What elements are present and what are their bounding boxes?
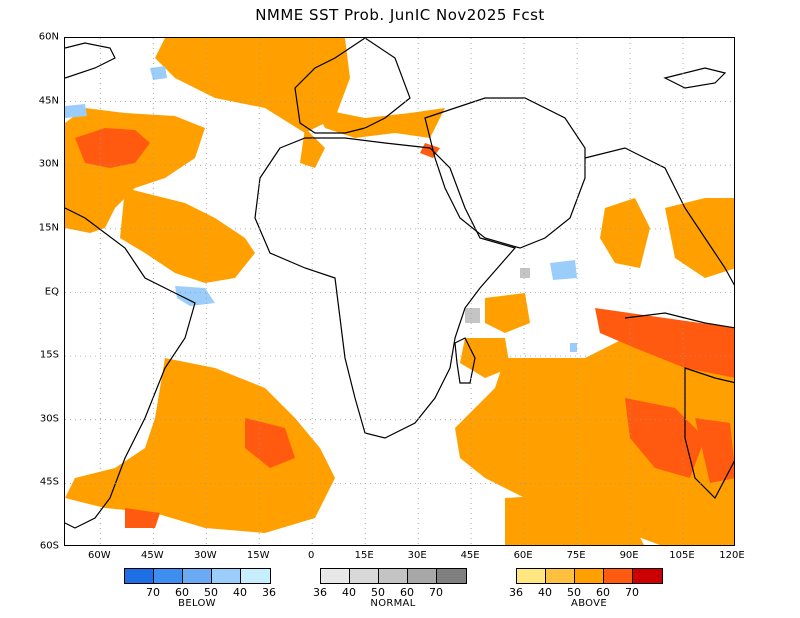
map-plot-area xyxy=(64,37,735,546)
lon-label: 120E xyxy=(719,550,745,561)
lat-label: 15S xyxy=(39,349,59,361)
legend-tick: 50 xyxy=(204,586,218,599)
lat-label: 30N xyxy=(38,158,59,170)
legend-title-below: BELOW xyxy=(178,598,216,609)
legend-title-normal: NORMAL xyxy=(370,598,416,609)
lon-label: 0 xyxy=(308,550,315,561)
lon-label: 75E xyxy=(566,550,586,561)
legend-below-bar xyxy=(124,568,271,584)
legend-tick: 36 xyxy=(262,586,276,599)
lon-label: 15W xyxy=(246,550,270,561)
legend-below: 70 60 50 40 36 BELOW xyxy=(124,568,276,609)
lat-label: 45N xyxy=(38,95,59,107)
lat-label: 45S xyxy=(39,476,59,488)
legend-tick: 70 xyxy=(625,586,639,599)
lon-label: 105E xyxy=(669,550,695,561)
legend-tick: 36 xyxy=(313,586,327,599)
legend-tick: 60 xyxy=(596,586,610,599)
legend-swatch xyxy=(212,569,241,583)
legend-above: 36 40 50 60 70 ABOVE xyxy=(509,568,663,609)
lon-label: 60W xyxy=(87,550,111,561)
legend-swatch xyxy=(517,569,546,583)
gridlines xyxy=(65,38,734,545)
legend-tick: 60 xyxy=(400,586,414,599)
lon-label: 90E xyxy=(619,550,639,561)
lat-label: 30S xyxy=(39,413,59,425)
legend-tick: 70 xyxy=(429,586,443,599)
legend-tick: 50 xyxy=(371,586,385,599)
lat-label: 15N xyxy=(38,222,59,234)
coastlines xyxy=(65,38,734,529)
lon-label: 45W xyxy=(140,550,164,561)
legend-swatch xyxy=(546,569,575,583)
legend-swatch xyxy=(575,569,604,583)
legend-tick: 50 xyxy=(567,586,581,599)
lon-label: 15E xyxy=(354,550,374,561)
legend-normal-bar xyxy=(320,568,467,584)
legend-above-bar xyxy=(516,568,663,584)
legend-swatch xyxy=(321,569,350,583)
legend-tick: 36 xyxy=(509,586,523,599)
lat-label: 60S xyxy=(39,540,59,552)
normal-shading xyxy=(465,268,530,323)
map-title: NMME SST Prob. JunIC Nov2025 Fcst xyxy=(255,6,545,24)
lon-label: 45E xyxy=(460,550,480,561)
lon-label: 60E xyxy=(513,550,533,561)
below-normal-shading xyxy=(65,66,577,352)
legend-tick: 60 xyxy=(175,586,189,599)
legend-swatch xyxy=(183,569,212,583)
legend-tick: 40 xyxy=(538,586,552,599)
legend-swatch xyxy=(379,569,408,583)
legend-swatch xyxy=(154,569,183,583)
lon-label: 30W xyxy=(193,550,217,561)
lat-label: 60N xyxy=(38,31,59,43)
legend-swatch xyxy=(241,569,270,583)
legend-swatch xyxy=(437,569,466,583)
lon-label: 30E xyxy=(407,550,427,561)
legend-swatch xyxy=(408,569,437,583)
lat-label: EQ xyxy=(44,286,59,297)
legend-tick: 40 xyxy=(342,586,356,599)
legend-swatch xyxy=(604,569,633,583)
legend-normal: 36 40 50 60 70 NORMAL xyxy=(313,568,467,609)
legend-swatch xyxy=(633,569,662,583)
legend-tick: 40 xyxy=(233,586,247,599)
map-svg xyxy=(65,38,734,545)
legend-tick: 70 xyxy=(146,586,160,599)
legend-swatch xyxy=(350,569,379,583)
legend-swatch xyxy=(125,569,154,583)
legend-title-above: ABOVE xyxy=(571,598,607,609)
above-normal-shading xyxy=(65,38,734,545)
